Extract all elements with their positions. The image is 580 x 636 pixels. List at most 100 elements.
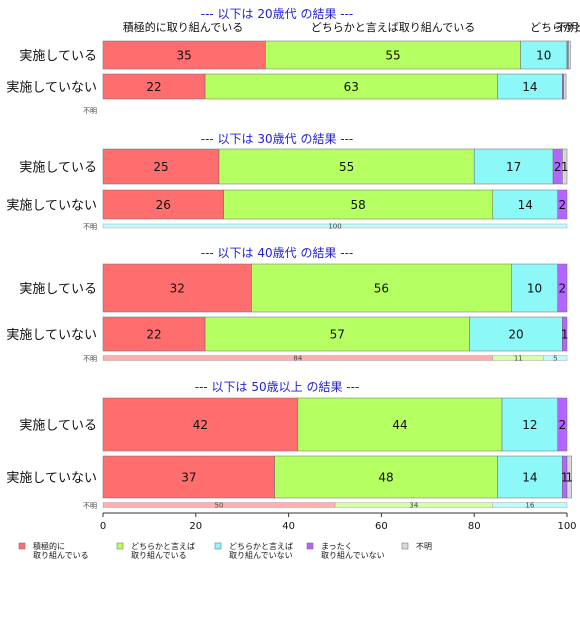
data-label: 10 <box>527 282 542 296</box>
x-axis-tick-label: 0 <box>100 521 106 532</box>
bar-segment <box>223 189 494 220</box>
data-label: 14 <box>522 80 537 94</box>
missing-data-label: 100 <box>328 223 341 231</box>
missing-data-label: 34 <box>409 502 418 510</box>
data-label: 22 <box>146 328 161 342</box>
missing-bar-segment <box>102 223 568 229</box>
missing-bar-segment <box>492 502 568 508</box>
row-label: 実施していない <box>6 470 97 486</box>
panel-title: --- 以下は 30歳代 の結果 --- <box>201 132 354 146</box>
data-label: 26 <box>156 198 171 212</box>
row-label: 実施していない <box>6 327 97 343</box>
legend-label: まったく <box>321 542 353 551</box>
bar-segment <box>102 455 275 499</box>
missing-row-label: 不明 <box>83 107 97 115</box>
header-category-label: どちらかと言 <box>530 21 580 34</box>
data-label: 25 <box>153 160 168 174</box>
data-label: 57 <box>330 328 345 342</box>
bar-segment <box>102 316 206 352</box>
bar-segment <box>102 73 206 100</box>
bar-segment <box>566 455 572 499</box>
legend-swatch <box>116 542 124 550</box>
header-category-label: 積極的に取り組んでいる <box>123 20 243 34</box>
missing-data-label: 84 <box>293 355 302 363</box>
legend-label: 取り組んでいる <box>131 550 187 560</box>
bar-segment <box>562 316 568 352</box>
legend-label: 取り組んでいない <box>229 550 293 560</box>
data-label: 2 <box>554 160 562 174</box>
missing-bar-segment <box>543 355 568 361</box>
legend-swatch <box>306 542 314 550</box>
bar-segment <box>568 40 571 70</box>
data-label: 1 <box>565 471 573 485</box>
data-label: 17 <box>506 160 521 174</box>
bar-segment <box>251 263 512 313</box>
missing-data-label: 11 <box>514 355 523 363</box>
header-category-label: 不明 <box>556 21 578 34</box>
data-label: 20 <box>508 328 523 342</box>
data-label: 55 <box>385 49 400 63</box>
bar-segment <box>497 73 563 100</box>
row-label: 実施していない <box>6 198 97 214</box>
bar-segment <box>274 455 498 499</box>
data-label: 2 <box>559 418 567 432</box>
bar-segment <box>265 40 521 70</box>
legend-label: 取り組んでいる <box>33 550 89 560</box>
x-axis-tick-label: 100 <box>557 521 576 532</box>
data-label: 10 <box>536 49 551 63</box>
data-label: 1 <box>561 328 569 342</box>
data-label: 44 <box>392 418 407 432</box>
data-label: 14 <box>522 471 537 485</box>
row-label: 実施している <box>19 160 97 176</box>
bar-segment <box>102 397 299 452</box>
data-label: 48 <box>378 471 393 485</box>
data-label: 1 <box>561 160 569 174</box>
data-label: 14 <box>518 198 533 212</box>
legend-label: 積極的に <box>33 541 65 551</box>
data-label: 32 <box>170 282 185 296</box>
data-label: 55 <box>339 160 354 174</box>
bar-segment <box>557 189 568 220</box>
bar-segment <box>473 148 554 185</box>
bar-segment <box>492 189 558 220</box>
bar-segment <box>102 148 220 185</box>
row-label: 実施していない <box>6 80 97 96</box>
x-axis-tick-label: 20 <box>189 521 202 532</box>
panel-title: --- 以下は 40歳代 の結果 --- <box>201 246 354 260</box>
legend-swatch <box>214 542 222 550</box>
header-category-label: どちらかと言えば取り組んでいる <box>311 21 475 34</box>
data-label: 2 <box>559 198 567 212</box>
bar-segment <box>563 73 567 100</box>
x-axis-tick-label: 60 <box>375 521 388 532</box>
data-label: 22 <box>146 80 161 94</box>
legend-swatch <box>401 542 409 550</box>
bar-segment <box>501 397 558 452</box>
legend-label: 不明 <box>416 542 432 551</box>
bar-segment <box>102 189 224 220</box>
data-label: 35 <box>177 49 192 63</box>
bar-segment <box>497 455 563 499</box>
data-label: 12 <box>522 418 537 432</box>
row-label: 実施している <box>19 48 97 64</box>
missing-row-label: 不明 <box>83 223 97 231</box>
missing-data-label: 50 <box>215 502 224 510</box>
legend-label: 取り組んでいない <box>321 550 385 560</box>
row-label: 実施している <box>19 418 97 434</box>
bar-segment <box>562 148 568 185</box>
bar-segment <box>204 316 470 352</box>
bar-segment <box>297 397 503 452</box>
data-label: 42 <box>193 418 208 432</box>
data-label: 2 <box>559 282 567 296</box>
bar-segment <box>557 263 568 313</box>
missing-row-label: 不明 <box>83 355 97 363</box>
legend-label: どちらかと言えば <box>229 541 293 551</box>
missing-data-label: 16 <box>525 502 534 510</box>
missing-row-label: 不明 <box>83 502 97 510</box>
missing-data-label: 5 <box>553 355 557 363</box>
data-label: 63 <box>344 80 359 94</box>
data-label: 37 <box>181 471 196 485</box>
x-axis-tick-label: 80 <box>468 521 481 532</box>
data-label: 58 <box>351 198 366 212</box>
bar-segment <box>102 263 252 313</box>
